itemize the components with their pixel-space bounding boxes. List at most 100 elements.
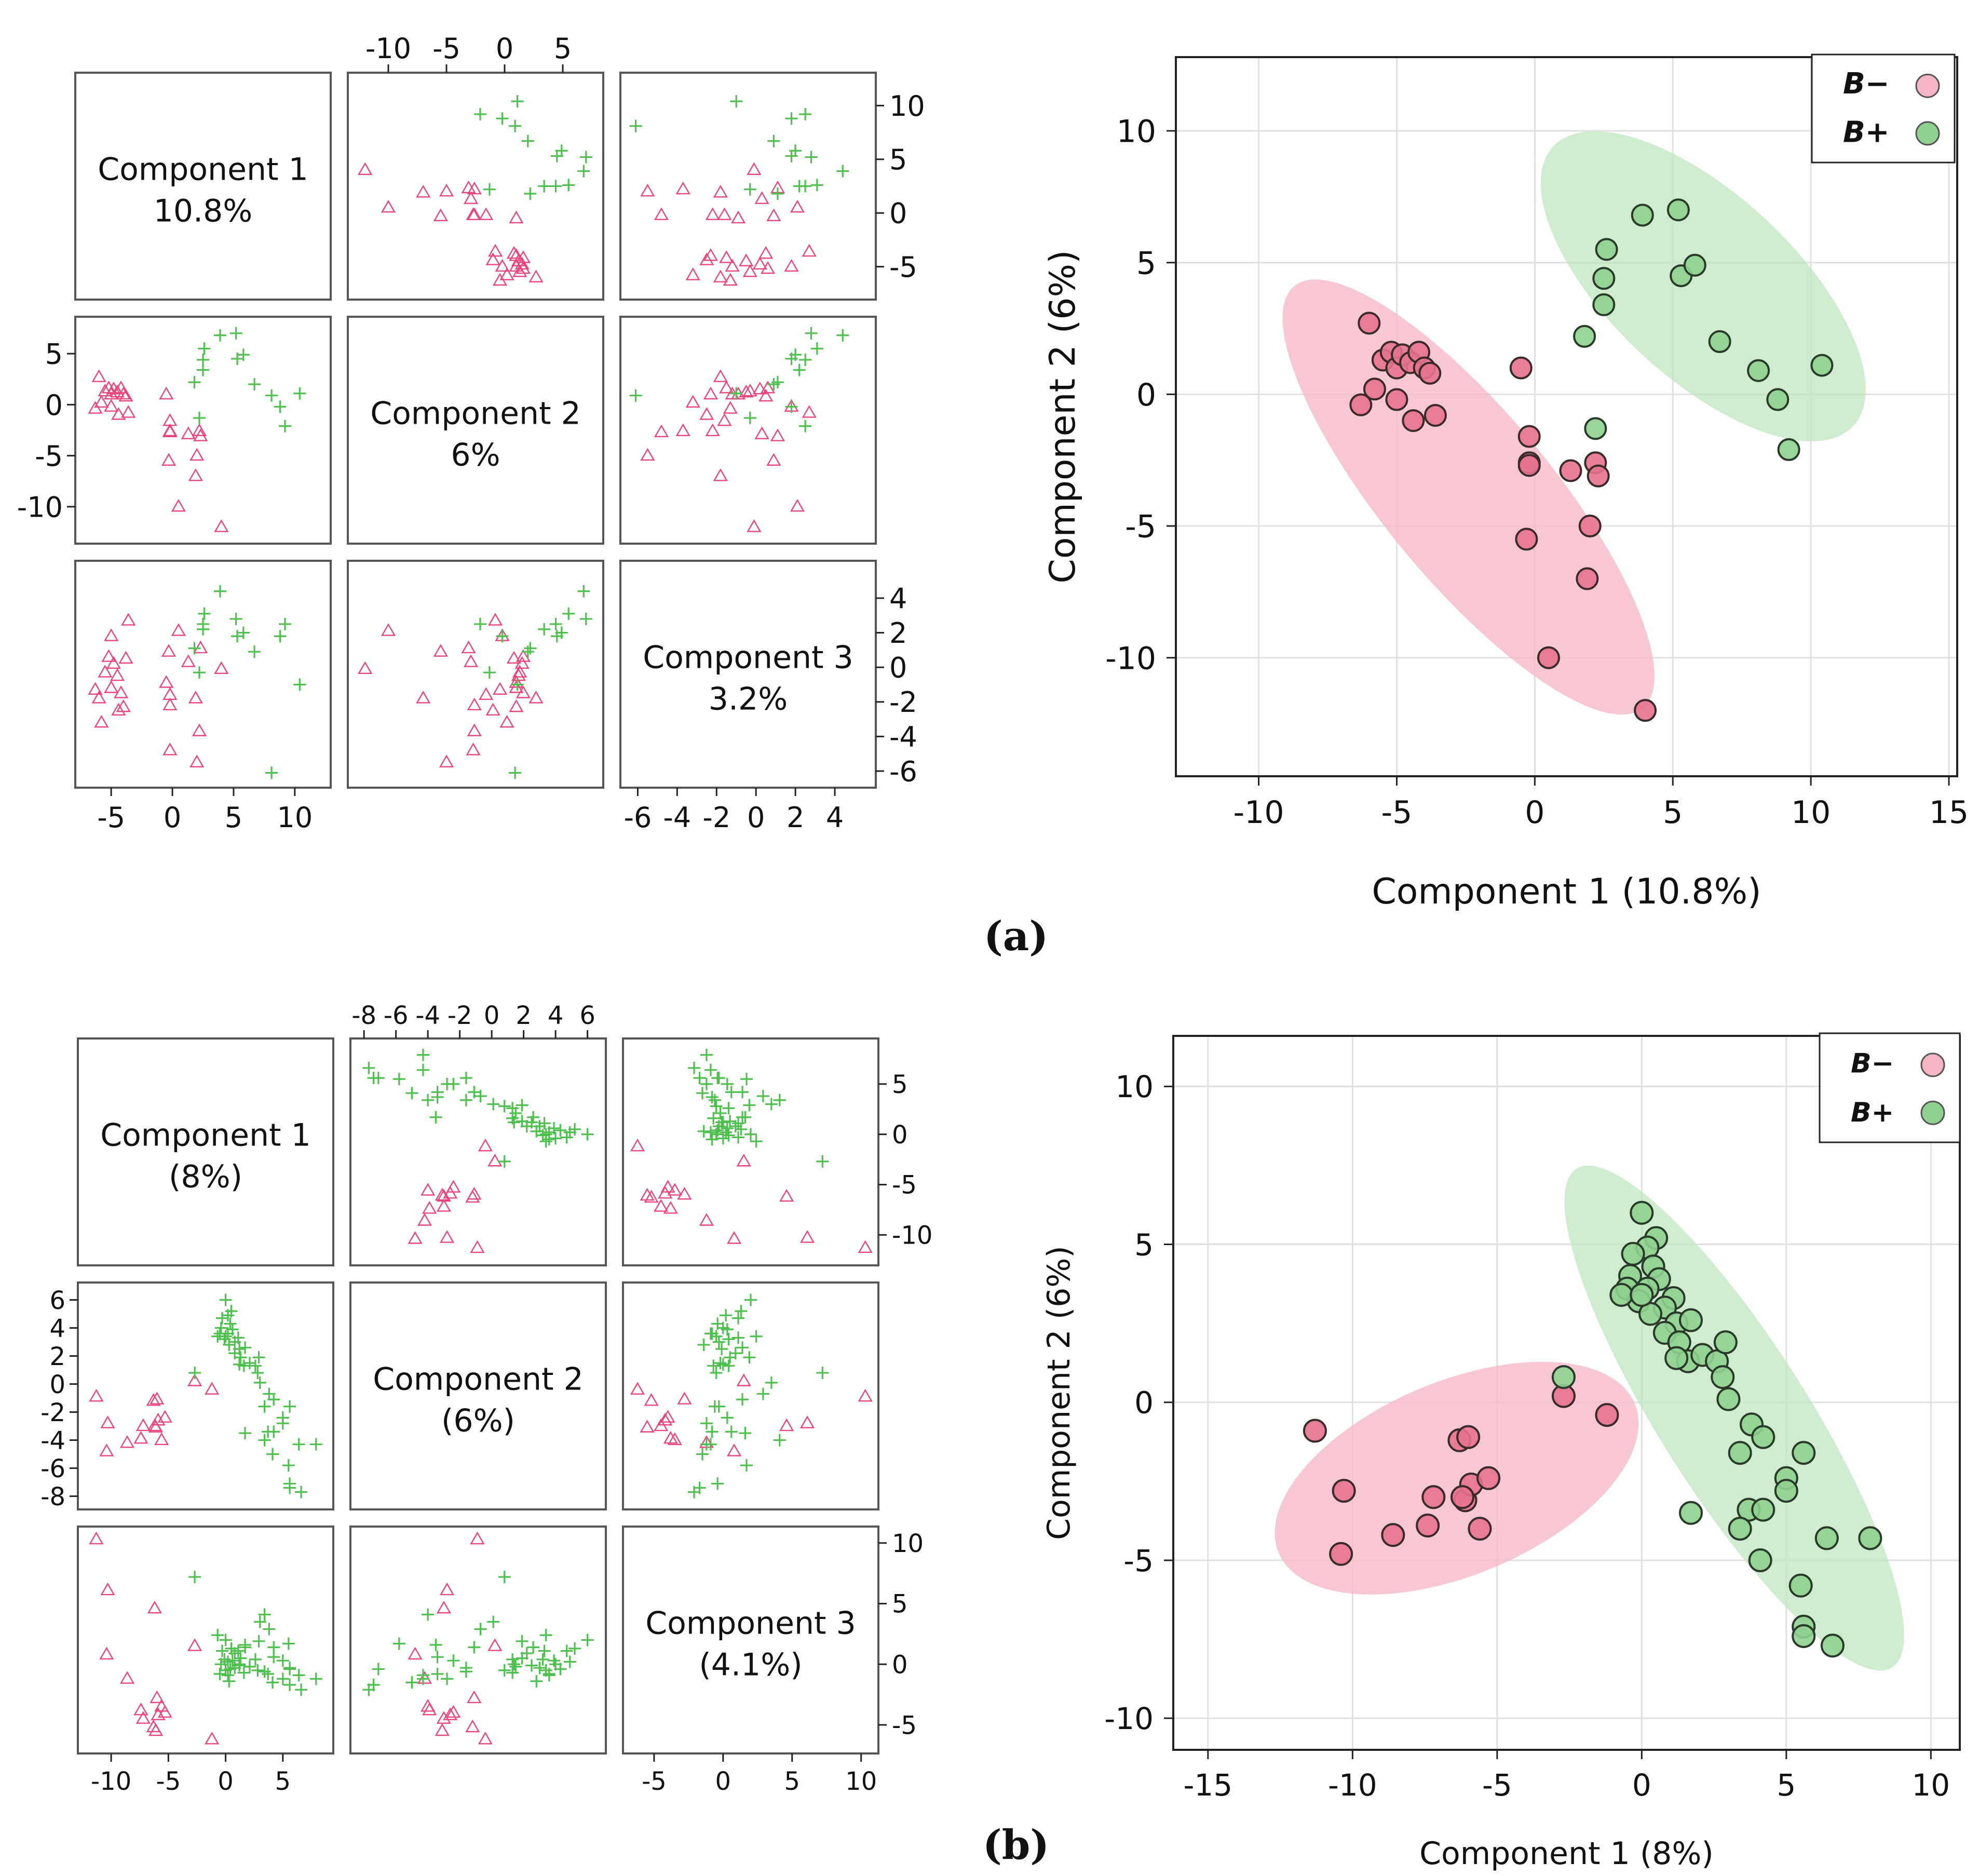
panel-a-neg-marker <box>106 656 121 669</box>
panel-a-neg-marker <box>466 207 481 220</box>
panel-b-cell-r0-c0 <box>77 1037 334 1266</box>
panel-b-pos-marker <box>704 1126 717 1139</box>
panel-a-cell-r0-c0 <box>74 72 332 301</box>
panel-b-pos-marker <box>429 1638 442 1651</box>
panel-b-neg-marker <box>736 1153 751 1167</box>
panel-a-neg-marker <box>699 407 714 420</box>
panel-a-pos-marker <box>274 630 287 643</box>
panel-b-pos-marker <box>508 1658 521 1671</box>
panel-a-pos-marker <box>730 387 743 400</box>
panel-b-pos-marker <box>253 1615 266 1628</box>
panel-b-ytick-label: -10 <box>1104 1701 1154 1736</box>
panel-b-point-pos <box>1630 1283 1654 1307</box>
panel-a-neg-marker <box>461 180 476 194</box>
panel-a-xtick-label-c2: -6 <box>623 801 652 834</box>
panel-a-neg-marker <box>463 654 479 667</box>
panel-b-xtick-label: -5 <box>1482 1767 1512 1803</box>
panel-b-pos-marker <box>554 1124 567 1137</box>
panel-a-point-pos <box>1666 198 1690 222</box>
panel-a-neg-marker <box>739 253 754 266</box>
panel-a-pos-marker <box>836 329 849 342</box>
panel-b-point-neg <box>1416 1514 1440 1538</box>
panel-b-neg-marker <box>699 1213 714 1226</box>
panel-b-xtick-label-c0: -5 <box>156 1767 181 1796</box>
panel-b-point-pos <box>1751 1497 1775 1522</box>
panel-b-pos-marker <box>765 1376 778 1389</box>
panel-a-neg-marker <box>192 723 207 736</box>
panel-b-pos-marker <box>215 1312 228 1325</box>
panel-a-neg-marker <box>516 685 531 698</box>
panel-b-pos-marker <box>527 1111 540 1124</box>
panel-b-pos-marker <box>224 1317 237 1330</box>
panel-a-pos-marker <box>473 617 486 630</box>
panel-a-ytick-label: -5 <box>1125 509 1156 545</box>
panel-a-pos-marker <box>562 179 575 192</box>
panel-a-pos-marker <box>293 387 306 400</box>
panel-a-point-pos <box>1708 330 1731 353</box>
panel-a-neg-marker <box>766 453 781 466</box>
panel-a-neg-marker <box>188 691 203 704</box>
panel-b-point-pos <box>1679 1308 1703 1332</box>
panel-a-diag-name-3: Component 3 <box>643 640 853 676</box>
panel-b-xtick-label-c0: 5 <box>275 1767 291 1796</box>
panel-a-point-neg <box>1537 646 1560 669</box>
panel-b-neg-marker <box>439 1582 455 1596</box>
panel-b-xtick-label-c2: 0 <box>715 1767 731 1796</box>
panel-b-neg-marker <box>779 1189 794 1202</box>
panel-b-neg-marker <box>146 1393 161 1406</box>
panel-b-pos-marker <box>266 1448 279 1461</box>
panel-a-legend-label-pos: B+ <box>1843 115 1890 149</box>
panel-a-pos-marker <box>198 342 211 355</box>
panel-b-pos-marker <box>509 1660 522 1673</box>
panel-a-point-neg <box>1349 393 1373 416</box>
panel-b-point-pos <box>1664 1346 1689 1370</box>
caption-b: (b) <box>983 1821 1049 1869</box>
panel-a-neg-marker <box>512 665 527 678</box>
panel-a-neg-marker <box>433 644 448 657</box>
panel-a-neg-marker <box>118 651 133 664</box>
panel-a-pos-marker <box>799 107 812 120</box>
panel-a-neg-marker <box>758 388 774 402</box>
panel-a-xtick-label-c2: 2 <box>787 801 804 834</box>
panel-a-pos-marker <box>577 585 590 598</box>
panel-b-pos-marker <box>276 1672 289 1685</box>
panel-a-diag-pct-1: 10.8% <box>154 193 253 230</box>
panel-a-neg-marker <box>98 383 113 397</box>
panel-b-pos-marker <box>714 1357 727 1370</box>
panel-b-pos-marker <box>282 1637 295 1650</box>
panel-b-diag-name-2: Component 2 <box>373 1361 584 1398</box>
panel-b-pos-marker <box>563 1655 576 1668</box>
panel-b-pos-marker <box>266 1676 279 1689</box>
panel-b-point-pos <box>1679 1501 1703 1525</box>
panel-b-neg-marker <box>119 1435 135 1448</box>
panel-a-neg-marker <box>713 269 728 282</box>
panel-b-pos-marker <box>487 1098 500 1111</box>
panel-b-point-pos <box>1820 1634 1845 1658</box>
panel-a-pos-marker <box>473 107 486 120</box>
panel-b-scatter-matrix: Component 1 (8%) Component 2 (6%) Component … <box>40 1001 932 1796</box>
panel-a-neg-marker <box>516 649 531 662</box>
panel-b-point-pos <box>1609 1283 1634 1307</box>
panel-a-pos-marker <box>555 144 568 157</box>
panel-a-neg-marker <box>110 668 125 681</box>
panel-a-ytick-right-label-r2: 4 <box>889 582 907 615</box>
panel-b-legend-swatch-neg <box>1920 1052 1945 1077</box>
panel-a-xtick-label-c0: 10 <box>277 801 313 834</box>
panel-b-pos-marker <box>474 1090 487 1103</box>
panel-a-neg-marker <box>766 208 781 221</box>
panel-a-neg-marker <box>499 714 514 728</box>
panel-b-pos-marker <box>710 1100 723 1113</box>
panel-b-point-neg <box>1329 1542 1353 1566</box>
panel-b-pos-marker <box>700 1438 713 1451</box>
panel-a-neg-marker <box>193 640 208 654</box>
panel-b-pos-marker <box>188 1571 201 1584</box>
panel-b-pos-marker <box>416 1063 429 1076</box>
panel-a-ytick-label: 10 <box>1117 114 1156 150</box>
panel-b-point-pos <box>1748 1548 1772 1572</box>
panel-b-neg-marker <box>487 1153 503 1167</box>
panel-a-neg-marker <box>752 381 767 395</box>
panel-b-pos-marker <box>258 1400 271 1413</box>
panel-a-point-pos <box>1584 417 1607 440</box>
panel-b-neg-marker <box>148 1723 164 1736</box>
panel-a-pos-marker <box>188 376 201 389</box>
